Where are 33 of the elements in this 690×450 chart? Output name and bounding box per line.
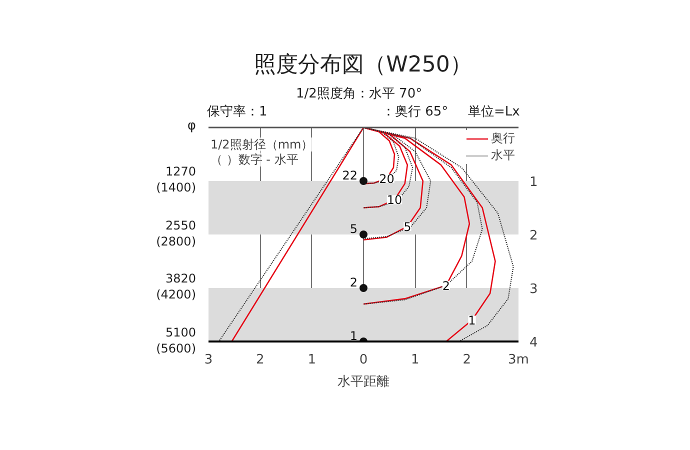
x-tick-label: 3m xyxy=(508,352,529,368)
legend-label: 奥行 xyxy=(491,130,515,147)
annotation: 1 xyxy=(468,314,476,328)
annotation: 2 xyxy=(442,278,450,293)
legend-label: 水平 xyxy=(491,147,515,164)
text: φ xyxy=(187,118,196,136)
text: 1270 (1400) xyxy=(156,163,196,196)
y-tick-label: 3 xyxy=(530,282,538,297)
text: ：奥行 65° xyxy=(382,104,448,122)
y-tick-label: 2 xyxy=(530,228,538,244)
text: 3820 (4200) xyxy=(156,270,196,304)
annotation: 2 xyxy=(350,276,358,290)
y-tick-label: 1 xyxy=(530,175,538,190)
annotation: 5 xyxy=(350,222,358,236)
annotation: （ ）数字 - 水平 xyxy=(210,152,298,166)
annotation: 1 xyxy=(350,329,358,343)
x-tick-label: 2 xyxy=(462,352,471,368)
text: 保守率：1 xyxy=(207,104,268,122)
text: 5100 (5600) xyxy=(156,324,196,358)
x-tick-label: 2 xyxy=(256,352,264,368)
x-tick-label: 1 xyxy=(411,352,420,368)
y-tick-label: 4 xyxy=(530,336,538,350)
text: 単位=Lx xyxy=(468,104,520,122)
text: 1/2照度角：水平 70° xyxy=(296,86,422,104)
x-tick-label: 1 xyxy=(308,352,316,368)
annotation: 5 xyxy=(404,220,412,234)
chart-title: 照度分布図（W250） xyxy=(254,51,472,80)
x-axis-title: 水平距離 xyxy=(338,374,390,390)
annotation: 22 xyxy=(342,168,358,182)
x-tick-label: 3 xyxy=(204,352,213,368)
text: 2550 (2800) xyxy=(156,217,196,250)
annotation: 1/2照射径（mm） xyxy=(210,138,314,152)
x-tick-label: 0 xyxy=(359,352,368,368)
